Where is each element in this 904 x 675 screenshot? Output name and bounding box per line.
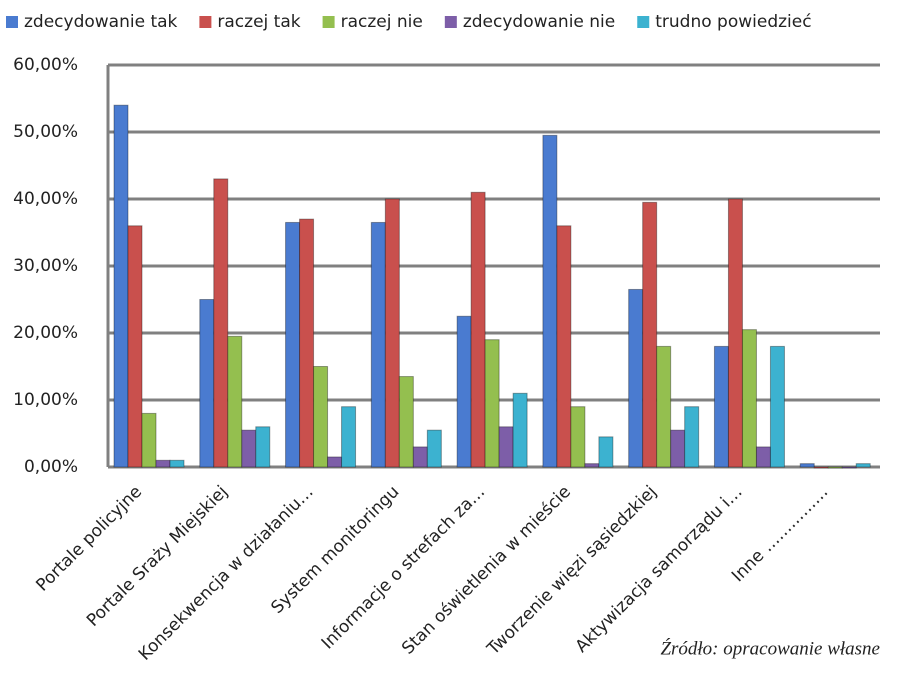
source-note: Źródło: opracowanie własne: [660, 637, 880, 659]
bar: [412, 446, 428, 468]
bar: [384, 198, 400, 468]
bar: [670, 429, 686, 468]
bar: [570, 406, 586, 468]
bar: [285, 221, 301, 468]
legend-swatch: [444, 16, 457, 28]
bar: [341, 406, 357, 468]
bar: [556, 225, 572, 468]
y-tick-label: 50,00%: [13, 122, 78, 142]
y-tick-label: 20,00%: [13, 323, 78, 343]
bar: [727, 198, 743, 468]
bar: [755, 446, 771, 468]
legend-label: trudno powiedzieć: [655, 12, 811, 32]
y-tick-label: 30,00%: [13, 256, 78, 276]
bar: [628, 288, 644, 468]
bar: [370, 221, 386, 468]
bar: [484, 339, 500, 468]
legend-swatch: [6, 16, 18, 28]
legend-swatch: [637, 16, 650, 28]
bar: [113, 104, 129, 468]
bar: [227, 335, 243, 468]
bar: [470, 191, 486, 468]
legend-label: zdecydowanie nie: [463, 12, 615, 32]
bar: [855, 463, 871, 468]
bar: [584, 463, 600, 468]
bar: [598, 436, 614, 468]
x-tick-label: Stan oświetlenia w mieście: [398, 482, 575, 659]
y-tick-label: 0,00%: [24, 457, 78, 477]
bar: [327, 456, 343, 468]
bar: [426, 429, 442, 468]
y-tick-label: 40,00%: [13, 189, 78, 209]
x-tick-label: Portale Sraży Miejskiej: [83, 482, 232, 631]
legend-swatch: [322, 16, 335, 28]
x-tick-label: Informacje o strefach za…: [318, 482, 489, 653]
bar: [299, 218, 315, 468]
bar: [456, 315, 472, 468]
bar: [169, 459, 185, 468]
bar: [199, 299, 215, 468]
y-tick-label: 60,00%: [13, 55, 78, 75]
x-tick-label: Aktywizacja samorządu i…: [572, 482, 747, 657]
bar: [799, 463, 815, 468]
bar: [542, 134, 558, 468]
bar: [841, 466, 857, 469]
bar: [313, 366, 329, 468]
bar: [741, 329, 757, 468]
x-tick-label: Konsekwencja w działaniu…: [135, 482, 318, 665]
bar: [512, 392, 528, 468]
bar: [769, 345, 785, 468]
bar: [127, 225, 143, 468]
bar: [684, 406, 700, 468]
bar: [141, 412, 157, 468]
bar: [255, 426, 271, 468]
legend-label: raczej tak: [217, 12, 300, 32]
x-tick-label: Tworzenie więzi sąsiedzkiej: [483, 482, 661, 660]
bar: [813, 466, 829, 469]
y-tick-label: 10,00%: [13, 390, 78, 410]
bar: [155, 459, 171, 468]
bar: [213, 178, 229, 468]
bar: [398, 376, 414, 468]
legend-swatch: [199, 16, 212, 28]
legend-label: raczej nie: [341, 12, 423, 32]
legend-label: zdecydowanie tak: [24, 12, 178, 32]
bar: [713, 345, 729, 468]
bar: [642, 201, 658, 468]
bar: [656, 345, 672, 468]
bar: [241, 429, 257, 468]
bar: [498, 426, 514, 468]
bar: [827, 466, 843, 469]
